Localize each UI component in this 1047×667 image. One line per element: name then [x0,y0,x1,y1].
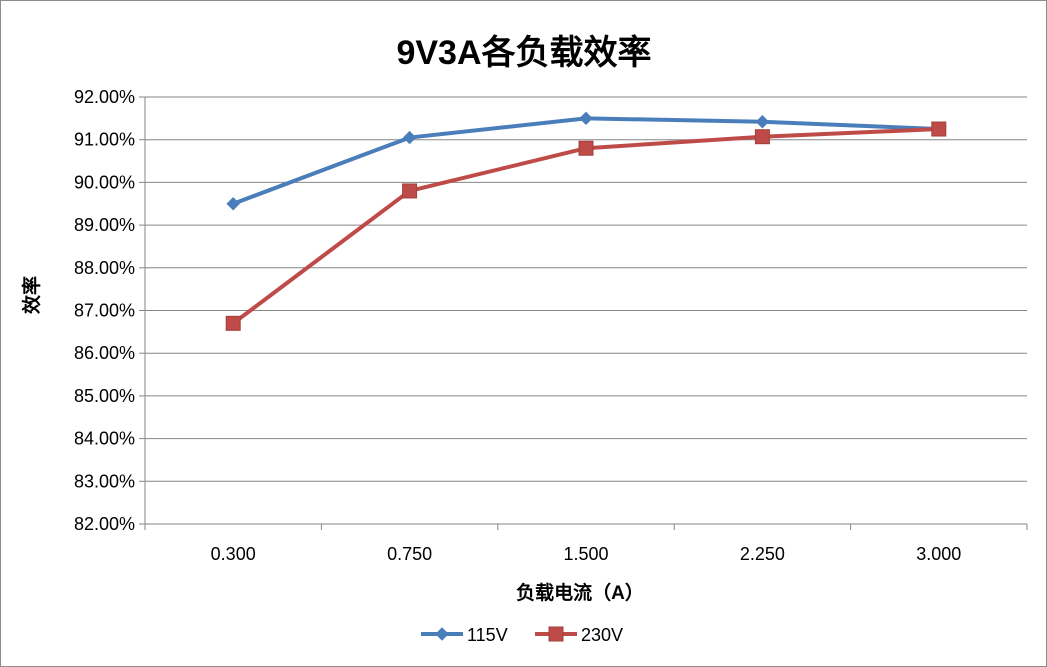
y-tick-label: 88.00% [74,258,135,278]
data-point-230v [402,183,418,199]
y-tick-label: 87.00% [74,301,135,321]
data-point-230v [578,140,594,156]
data-point-115v [579,111,593,126]
data-point-230v [754,129,770,145]
x-axis-title: 负载电流（A） [516,581,644,604]
y-axis-title: 效率 [20,276,43,314]
y-tick-label: 83.00% [74,471,135,491]
legend: 115V 230V [421,625,623,645]
y-tick-label: 90.00% [74,172,135,192]
x-tick-label: 3.000 [916,544,961,564]
y-tick-label: 82.00% [74,514,135,534]
legend-marker-230v [548,626,564,642]
chart-title: 9V3A各负载效率 [396,33,651,72]
x-tick-label: 1.500 [563,544,608,564]
legend-label-230v: 230V [581,625,623,645]
x-tick-label: 0.750 [387,544,432,564]
y-tick-label: 84.00% [74,429,135,449]
legend-label-115v: 115V [467,625,508,645]
y-tick-label: 92.00% [74,87,135,107]
legend-marker-115v [435,627,449,641]
axes [139,96,1028,530]
data-point-230v [225,315,241,331]
data-point-230v [931,121,947,137]
series-line-230v [231,127,939,325]
y-tick-label: 91.00% [74,130,135,150]
series-line-115v [232,116,939,206]
x-tick-labels: 0.300 0.750 1.500 2.250 3.000 [211,544,962,564]
x-tick-label: 2.250 [740,544,785,564]
y-tick-label: 89.00% [74,215,135,235]
gridlines [145,96,1027,482]
series [225,111,947,331]
data-point-115v [755,115,770,129]
data-point-115v [226,197,240,211]
data-point-115v [402,130,417,145]
y-tick-label: 86.00% [74,343,135,363]
x-tick-label: 0.300 [211,544,256,564]
y-tick-label: 85.00% [74,386,135,406]
y-tick-labels: 82.00% 83.00% 84.00% 85.00% 86.00% 87.00% 88.0… [74,87,135,534]
